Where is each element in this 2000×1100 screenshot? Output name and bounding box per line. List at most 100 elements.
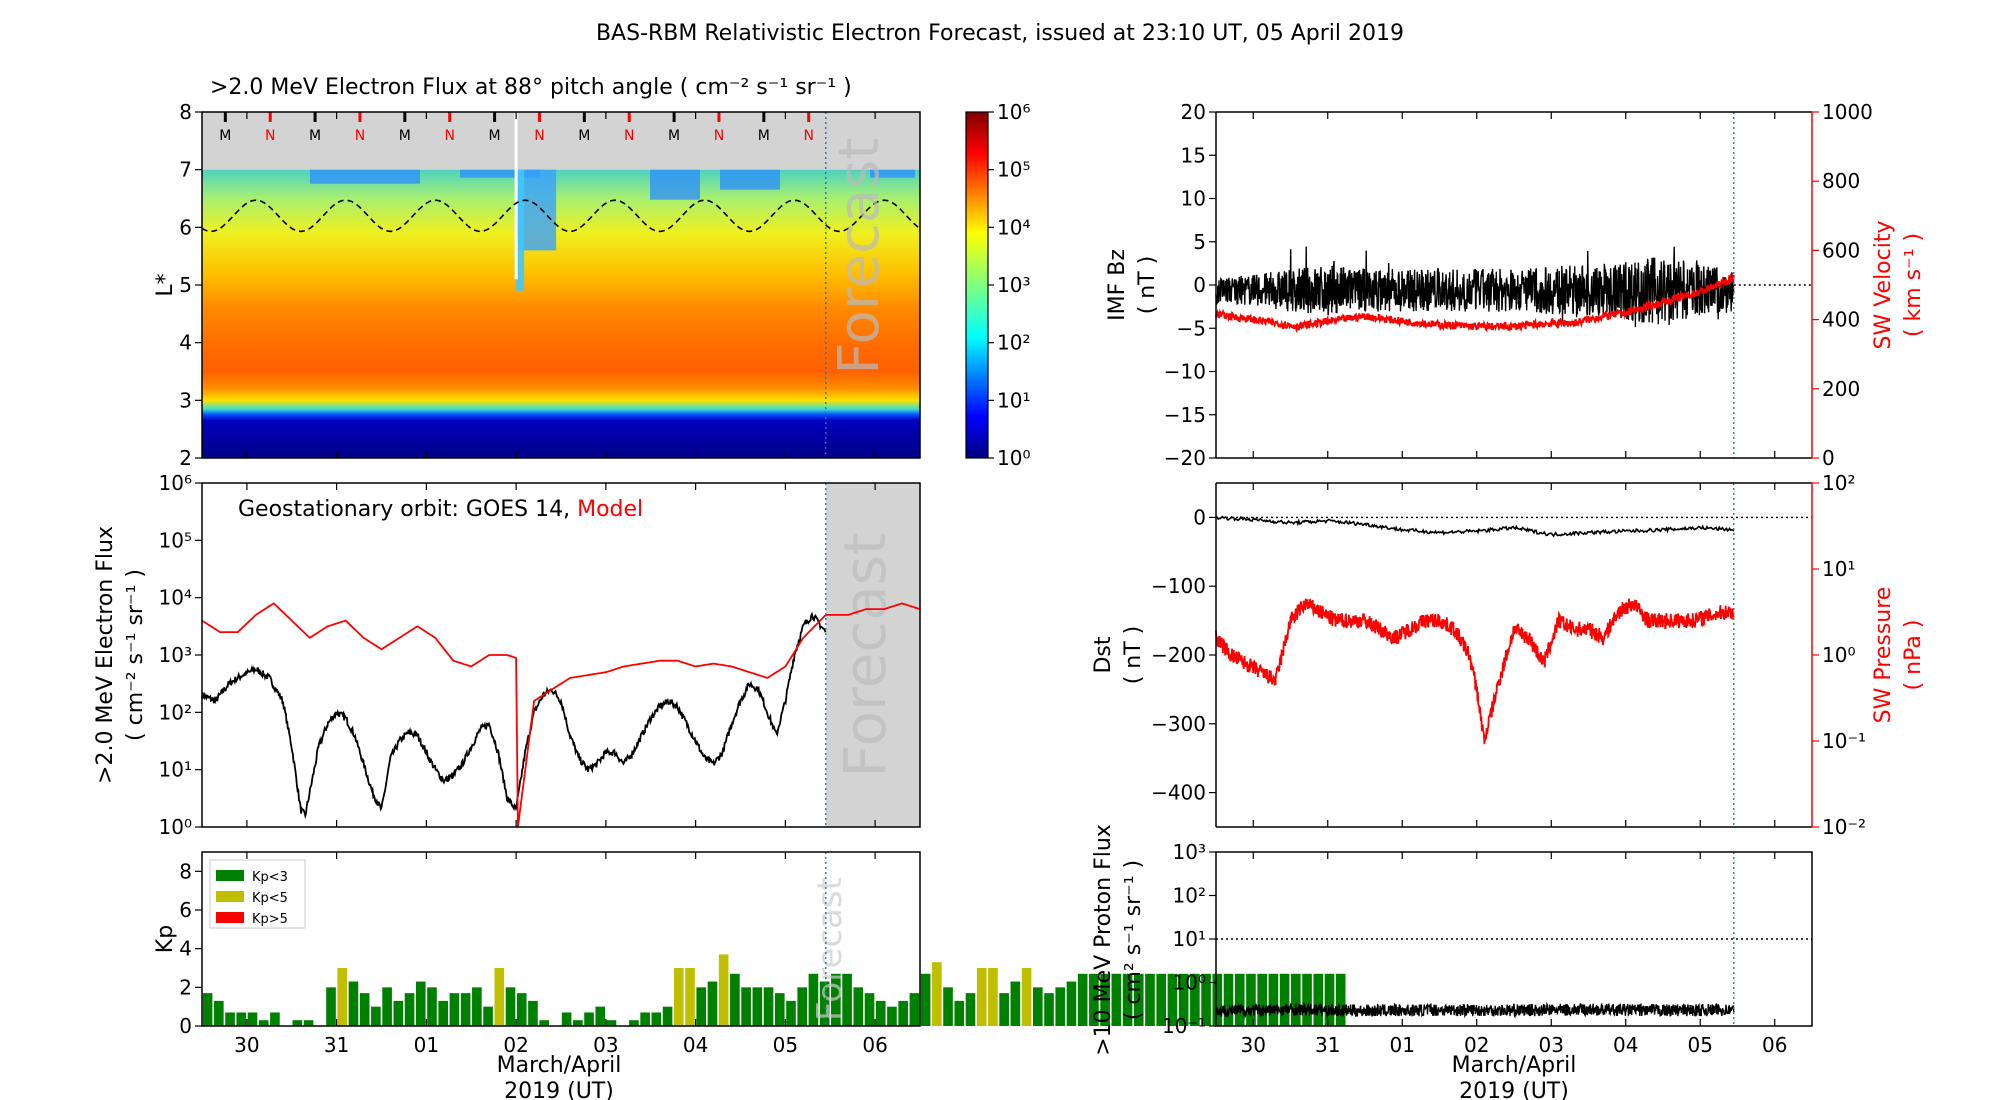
flux-dropout — [516, 169, 525, 291]
y-tick-label: 0 — [1193, 273, 1206, 297]
kp-bar — [1246, 973, 1256, 1026]
right-x-axis-label-2: 2019 (UT) — [1459, 1079, 1569, 1100]
marker-band — [202, 112, 920, 170]
kp-bar — [853, 987, 864, 1026]
kp-bar — [214, 1000, 224, 1026]
y-tick-label-right: 10⁻² — [1822, 815, 1866, 839]
kp-bar — [808, 973, 819, 1026]
kp-bar — [741, 987, 751, 1026]
y-tick-label-right: 10² — [1822, 471, 1855, 495]
panel-title: >2.0 MeV Electron Flux at 88° pitch angl… — [210, 75, 852, 100]
kp-bar — [831, 973, 841, 1026]
y-tick-label: 10⁰ — [159, 815, 192, 839]
kp-bar — [326, 987, 336, 1026]
y-tick-label-right: 10⁻¹ — [1822, 729, 1866, 753]
figure-title: BAS-RBM Relativistic Electron Forecast, … — [596, 21, 1404, 46]
y-tick-label: 10³ — [1173, 840, 1206, 864]
x-tick-label: 05 — [1688, 1033, 1713, 1057]
y-tick-label: 10¹ — [159, 758, 192, 782]
forecast-watermark: Forecast — [827, 138, 892, 375]
kp-bar — [763, 987, 774, 1026]
kp-bar — [909, 993, 920, 1026]
kp-bar — [707, 981, 718, 1026]
kp-bar — [842, 973, 852, 1026]
x-tick-label: 31 — [1315, 1033, 1340, 1057]
kp-bar — [1324, 973, 1335, 1026]
y-tick-label-right: 0 — [1822, 446, 1835, 470]
kp-bar — [1156, 973, 1167, 1026]
forecast-watermark: Forecast — [810, 877, 850, 1021]
kp-bar — [943, 987, 953, 1026]
series-line-proton — [1215, 1001, 1735, 1019]
kp-bar — [1335, 973, 1346, 1026]
x-tick-label: 03 — [1539, 1033, 1564, 1057]
y-axis-label: L* — [153, 273, 178, 296]
marker-label: N — [265, 128, 275, 144]
kp-bar — [1055, 987, 1066, 1026]
kp-bar — [415, 981, 426, 1026]
y-axis-label-right-units: ( nPa ) — [1901, 620, 1926, 691]
kp-bar — [1279, 973, 1290, 1026]
y-tick-label: 6 — [179, 215, 192, 239]
kp-bar — [1178, 973, 1189, 1026]
kp-bar — [1167, 973, 1178, 1026]
kp-bar — [494, 968, 505, 1026]
colorbar-tick-label: 10⁰ — [997, 446, 1030, 470]
x-tick-label: 04 — [1613, 1033, 1638, 1057]
right-x-axis-label-1: March/April — [1452, 1053, 1577, 1078]
kp-bar — [1145, 973, 1155, 1026]
y-tick-label: 10⁶ — [159, 471, 192, 495]
kp-bar — [359, 993, 370, 1026]
x-tick-label: 01 — [414, 1033, 439, 1057]
legend-label: Kp>5 — [252, 912, 288, 927]
kp-bar — [954, 1000, 965, 1026]
left-x-axis-label-1: March/April — [497, 1053, 622, 1078]
x-tick-label: 30 — [234, 1033, 259, 1057]
kp-bar — [270, 1012, 280, 1026]
kp-bar — [797, 987, 808, 1026]
kp-bar — [371, 1006, 381, 1026]
flux-dropout — [460, 169, 540, 178]
y-tick-label-right: 800 — [1822, 169, 1860, 193]
kp-bar — [1302, 973, 1312, 1026]
kp-bar — [393, 1000, 404, 1026]
kp-bar — [1223, 973, 1234, 1026]
marker-label: M — [219, 128, 231, 144]
kp-bar — [573, 1020, 583, 1026]
colorbar-tick-label: 10³ — [997, 273, 1030, 297]
kp-bar — [472, 987, 482, 1026]
y-tick-label: 5 — [1193, 230, 1206, 254]
y-tick-label: 4 — [179, 937, 192, 961]
kp-bar — [1133, 973, 1144, 1026]
kp-bar — [483, 1006, 493, 1026]
y-tick-label: 3 — [179, 388, 192, 412]
kp-bar — [696, 987, 707, 1026]
kp-bar — [1066, 981, 1077, 1026]
kp-bar — [449, 993, 460, 1026]
kp-bar — [606, 1020, 617, 1026]
kp-bar — [584, 1012, 594, 1026]
y-tick-label-right: 600 — [1822, 238, 1860, 262]
kp-bar — [460, 993, 471, 1026]
x-tick-label: 01 — [1390, 1033, 1415, 1057]
y-tick-label: 10⁰ — [1173, 971, 1206, 995]
kp-bar — [752, 987, 763, 1026]
kp-bar — [887, 1006, 897, 1026]
kp-bar — [640, 1012, 650, 1026]
legend-swatch — [216, 912, 244, 923]
y-tick-label: 7 — [179, 158, 192, 182]
y-tick-label: 2 — [179, 975, 192, 999]
kp-bar — [999, 993, 1009, 1026]
y-tick-label: −400 — [1151, 781, 1206, 805]
kp-bar — [292, 1020, 303, 1026]
y-tick-label-right: 10¹ — [1822, 557, 1855, 581]
kp-bar — [303, 1020, 314, 1026]
y-tick-label: −15 — [1164, 403, 1206, 427]
kp-bar — [1291, 973, 1301, 1026]
y-tick-label: 10⁻¹ — [1162, 1014, 1206, 1038]
kp-bar — [1313, 973, 1324, 1026]
y-tick-label: 8 — [179, 100, 192, 124]
kp-bar — [976, 968, 987, 1026]
x-tick-label: 02 — [503, 1033, 528, 1057]
marker-label: N — [624, 128, 634, 144]
